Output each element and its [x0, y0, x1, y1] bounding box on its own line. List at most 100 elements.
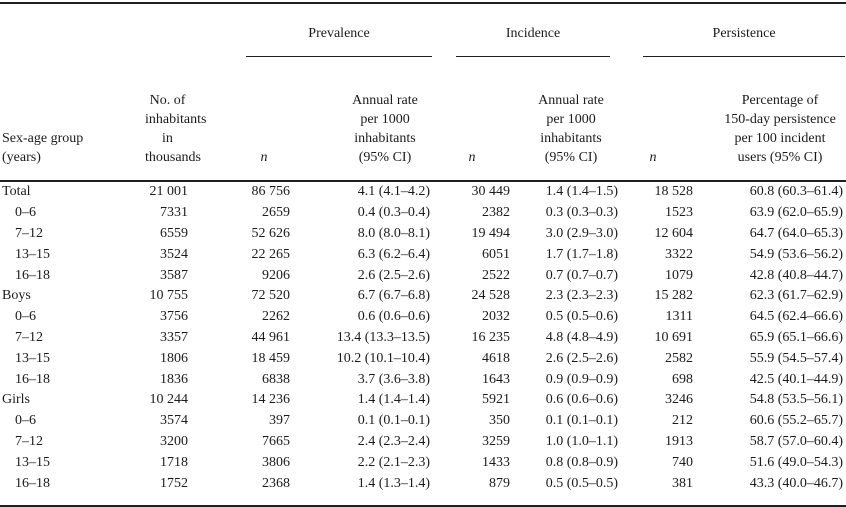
row-label: Girls	[2, 392, 30, 408]
cell-prevalence-n: 3806	[262, 454, 290, 470]
table-row: 13–15 1806 18 459 10.2 (10.1–10.4) 4618 …	[0, 348, 846, 369]
row-label: 13–15	[15, 350, 50, 366]
cell-persistence-n: 1913	[665, 433, 694, 449]
cell-prevalence-n: 52 626	[251, 225, 291, 241]
cell-inhabitants: 21 001	[149, 184, 189, 200]
cell-prevalence-n: 44 961	[251, 329, 291, 345]
cell-prevalence-rate: 1.4 (1.3–1.4)	[357, 475, 431, 491]
cell-incidence-n: 1643	[482, 371, 511, 387]
cell-prevalence-rate: 0.1 (0.1–0.1)	[357, 413, 431, 429]
cell-incidence-n: 4618	[482, 350, 511, 366]
table-row: 16–18 1752 2368 1.4 (1.3–1.4) 879 0.5 (0…	[0, 473, 846, 506]
cell-persistence-rate: 42.8 (40.8–44.7)	[749, 267, 844, 283]
table-row: 16–18 3587 9206 2.6 (2.5–2.6) 2522 0.7 (…	[0, 265, 846, 286]
cell-prevalence-rate: 2.2 (2.1–2.3)	[357, 454, 431, 470]
cell-prevalence-rate: 0.4 (0.3–0.4)	[357, 205, 431, 221]
row-label: 7–12	[15, 433, 43, 449]
cell-prevalence-rate: 8.0 (8.0–8.1)	[357, 225, 431, 241]
cell-prevalence-rate: 6.7 (6.7–6.8)	[357, 288, 431, 304]
table-row-girls: Girls 10 244 14 236 1.4 (1.4–1.4) 5921 0…	[0, 390, 846, 411]
cell-persistence-n: 698	[672, 371, 694, 387]
cell-prevalence-rate: 10.2 (10.1–10.4)	[336, 350, 431, 366]
cell-persistence-n: 1311	[665, 309, 694, 325]
cell-inhabitants: 3357	[160, 329, 188, 345]
row-label: 13–15	[15, 454, 50, 470]
header-persistence-rate: Percentage of 150-day persistence per 10…	[695, 73, 846, 182]
cell-inhabitants: 1752	[160, 475, 188, 491]
spanner-header-row: Prevalence Incidence Persistence	[0, 3, 846, 73]
cell-prevalence-n: 86 756	[251, 184, 291, 200]
cell-inhabitants: 6559	[160, 225, 188, 241]
header-incidence-rate: Annual rate per 1000 inhabitants (95% CI…	[512, 73, 621, 182]
table-row: 13–15 3524 22 265 6.3 (6.2–6.4) 6051 1.7…	[0, 244, 846, 265]
cell-incidence-n: 19 494	[471, 225, 511, 241]
cell-persistence-rate: 60.8 (60.3–61.4)	[749, 184, 844, 200]
row-label: 16–18	[15, 371, 50, 387]
cell-inhabitants: 3756	[160, 309, 188, 325]
cell-persistence-rate: 65.9 (65.1–66.6)	[749, 329, 844, 345]
cell-incidence-n: 16 235	[471, 329, 511, 345]
table-row: 7–12 3357 44 961 13.4 (13.3–13.5) 16 235…	[0, 328, 846, 349]
row-label: 0–6	[15, 413, 36, 429]
table-row: 0–6 3574 397 0.1 (0.1–0.1) 350 0.1 (0.1–…	[0, 411, 846, 432]
cell-inhabitants: 1836	[160, 371, 188, 387]
cell-prevalence-n: 397	[269, 413, 290, 429]
cell-inhabitants: 1806	[160, 350, 188, 366]
cell-persistence-n: 2582	[665, 350, 694, 366]
cell-prevalence-n: 2368	[262, 475, 290, 491]
spanner-persistence: Persistence	[620, 3, 846, 73]
spanner-spacer	[0, 3, 190, 73]
header-persistence-n: n	[620, 73, 696, 182]
cell-persistence-rate: 42.5 (40.1–44.9)	[749, 371, 844, 387]
header-sex-age-group: Sex-age group (years)	[0, 73, 115, 182]
cell-prevalence-rate: 1.4 (1.4–1.4)	[357, 392, 431, 408]
table-row: 7–12 6559 52 626 8.0 (8.0–8.1) 19 494 3.…	[0, 224, 846, 245]
cell-prevalence-n: 14 236	[251, 392, 291, 408]
spanner-incidence: Incidence	[432, 3, 620, 73]
table-row-boys: Boys 10 755 72 520 6.7 (6.7–6.8) 24 528 …	[0, 286, 846, 307]
cell-prevalence-n: 9206	[262, 267, 290, 283]
cell-incidence-rate: 2.6 (2.5–2.6)	[545, 350, 619, 366]
cell-incidence-rate: 0.3 (0.3–0.3)	[545, 205, 619, 221]
cell-prevalence-n: 7665	[262, 433, 290, 449]
spanner-persistence-label: Persistence	[643, 25, 846, 57]
cell-incidence-rate: 1.4 (1.4–1.5)	[545, 184, 619, 200]
cell-incidence-rate: 0.9 (0.9–0.9)	[545, 371, 619, 387]
spanner-incidence-label: Incidence	[456, 25, 611, 57]
column-header-row: Sex-age group (years) No. of inhabitants…	[0, 73, 846, 182]
cell-persistence-rate: 60.6 (55.2–65.7)	[749, 413, 844, 429]
cell-prevalence-rate: 13.4 (13.3–13.5)	[336, 329, 431, 345]
cell-incidence-rate: 1.0 (1.0–1.1)	[545, 433, 619, 449]
cell-incidence-n: 2382	[482, 205, 511, 221]
cell-persistence-rate: 51.6 (49.0–54.3)	[749, 454, 844, 470]
header-incidence-n: n	[432, 73, 513, 182]
row-label: Boys	[2, 288, 31, 304]
header-prevalence-rate: Annual rate per 1000 inhabitants (95% CI…	[292, 73, 433, 182]
cell-persistence-n: 15 282	[654, 288, 694, 304]
cell-incidence-rate: 0.8 (0.8–0.9)	[545, 454, 619, 470]
cell-prevalence-rate: 2.4 (2.3–2.4)	[357, 433, 431, 449]
header-prevalence-n: n	[190, 73, 292, 182]
cell-incidence-n: 3259	[482, 433, 511, 449]
row-label: 0–6	[15, 205, 36, 221]
table-row-total: Total 21 001 86 756 4.1 (4.1–4.2) 30 449…	[0, 181, 846, 203]
cell-persistence-rate: 55.9 (54.5–57.4)	[749, 350, 844, 366]
spanner-prevalence-label: Prevalence	[246, 25, 433, 57]
cell-inhabitants: 3574	[160, 413, 188, 429]
cell-incidence-rate: 0.1 (0.1–0.1)	[545, 413, 619, 429]
cell-persistence-n: 740	[672, 454, 694, 470]
spanner-prevalence: Prevalence	[190, 3, 433, 73]
cell-prevalence-n: 2262	[262, 309, 290, 325]
table-row: 0–6 3756 2262 0.6 (0.6–0.6) 2032 0.5 (0.…	[0, 307, 846, 328]
cell-inhabitants: 10 755	[149, 288, 189, 304]
header-inhabitants: No. of inhabitants in thousands	[115, 73, 206, 182]
row-label: 7–12	[15, 329, 43, 345]
row-label: 7–12	[15, 225, 43, 241]
row-label: 16–18	[15, 267, 50, 283]
cell-persistence-rate: 54.9 (53.6–56.2)	[749, 246, 844, 262]
cell-inhabitants: 7331	[160, 205, 188, 221]
cell-incidence-n: 879	[489, 475, 511, 491]
cell-prevalence-n: 2659	[262, 205, 290, 221]
table-row: 16–18 1836 6838 3.7 (3.6–3.8) 1643 0.9 (…	[0, 369, 846, 390]
